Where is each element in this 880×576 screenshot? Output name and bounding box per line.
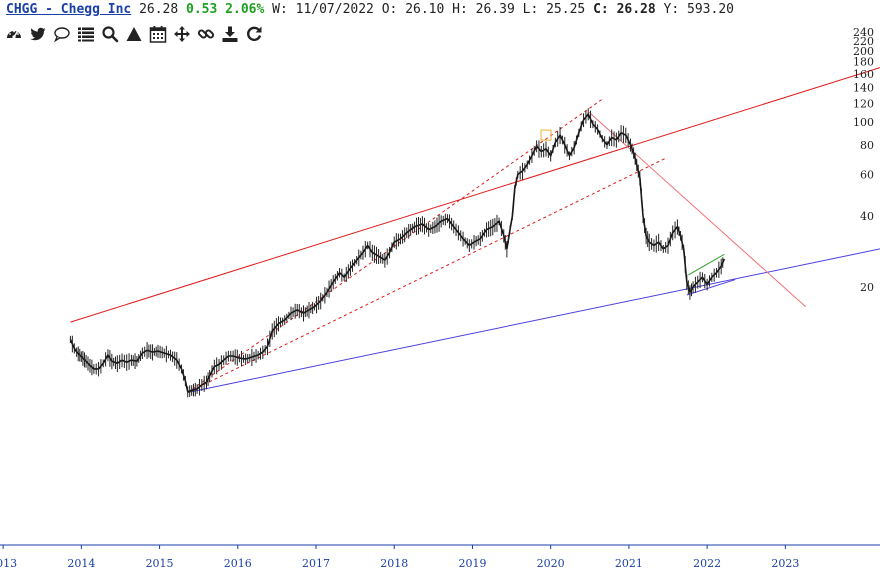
list-icon [78,27,94,42]
y-label: Y: [663,2,680,17]
dashboard-button[interactable] [4,24,24,44]
annotation-square-0[interactable] [540,129,552,141]
calendar-button[interactable] [148,24,168,44]
x-axis: 2013 2014 2015 2016 2017 2018 2019 2020 2021 2022… [0,545,799,570]
x-tick-label: 2016 [224,557,252,570]
refresh-icon [247,26,262,42]
y-tick-label: 120 [853,97,874,110]
close-value: 26.28 [616,2,656,17]
trendline-3 [187,158,666,393]
trendlines [70,67,880,393]
y-tick-label: 100 [853,116,874,129]
toolbar [4,24,264,46]
y-value: 593.20 [687,2,734,17]
comment-button[interactable] [52,24,72,44]
y-tick-label: 40 [860,210,874,223]
open-value: 26.10 [405,2,445,17]
x-tick-label: 2013 [0,557,17,570]
trendline-4 [588,111,807,308]
trendline-1 [187,248,880,393]
y-tick-label: 160 [853,68,874,81]
open-label: O: [381,2,398,17]
triangle-icon [126,27,142,41]
trendline-6 [688,253,725,276]
refresh-button[interactable] [244,24,264,44]
low-value: 25.25 [546,2,586,17]
x-tick-label: 2021 [615,557,643,570]
x-tick-label: 2020 [537,557,565,570]
close-label: C: [593,2,609,17]
price-line [69,112,726,393]
triangle-button[interactable] [124,24,144,44]
y-tick-label: 220 [853,35,874,48]
y-tick-label: 80 [860,139,874,152]
price-series [69,108,726,398]
annotations [540,129,552,141]
x-tick-label: 2017 [302,557,330,570]
download-button[interactable] [220,24,240,44]
trendline-0 [70,67,880,323]
y-tick-label: 140 [853,82,874,95]
calendar-icon [149,26,167,43]
move-icon [174,26,190,42]
twitter-button[interactable] [28,24,48,44]
last-price: 26.28 [139,2,179,17]
x-tick-label: 2019 [458,557,486,570]
y-tick-label: 60 [860,168,874,181]
high-value: 26.39 [475,2,515,17]
quote-header: CHGG - Chegg Inc 26.28 0.53 2.06% W: 11/… [6,2,734,17]
y-tick-label: 200 [853,45,874,58]
link-icon [197,29,215,39]
x-tick-label: 2023 [771,557,799,570]
trendline-5 [686,279,736,296]
search-button[interactable] [100,24,120,44]
link-button[interactable] [196,24,216,44]
comment-icon [54,27,70,43]
download-icon [222,26,238,42]
price-change: 0.53 2.06% [186,2,265,17]
trendline-2 [187,98,603,393]
x-tick-label: 2022 [693,557,721,570]
search-icon [102,26,119,43]
y-tick-label: 240 [853,26,874,39]
high-label: H: [452,2,468,17]
y-tick-label: 20 [860,281,874,294]
x-tick-label: 2014 [67,557,95,570]
x-tick-label: 2015 [146,557,174,570]
date-label: W: 11/07/2022 [272,2,374,17]
twitter-icon [30,27,46,41]
dashboard-icon [7,30,21,39]
symbol-link[interactable]: CHGG - Chegg Inc [6,2,132,17]
low-label: L: [522,2,539,17]
list-button[interactable] [76,24,96,44]
move-button[interactable] [172,24,192,44]
y-tick-label: 180 [853,56,874,69]
x-tick-label: 2018 [380,557,408,570]
